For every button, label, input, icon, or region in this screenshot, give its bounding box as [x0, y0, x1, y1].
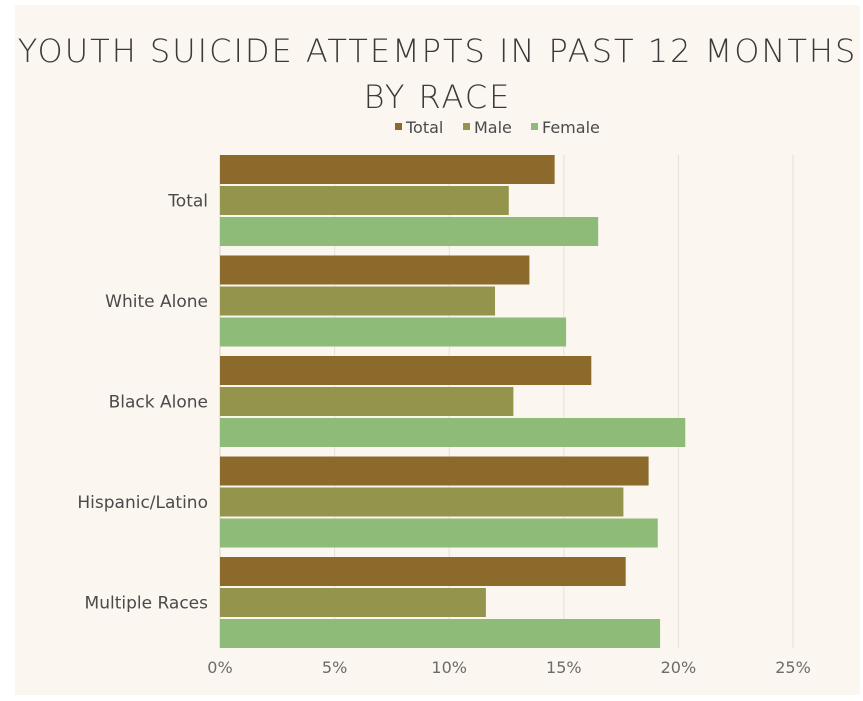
bar-male-4 [220, 588, 486, 617]
legend-label-male: Male [474, 118, 512, 137]
x-tick-label: 5% [322, 658, 347, 677]
x-tick-labels: 0% 5% 10% 15% 20% 25% [207, 658, 810, 677]
bar-total-0 [220, 155, 555, 184]
x-tick-label: 20% [661, 658, 697, 677]
bar-male-3 [220, 487, 624, 517]
x-tick-label: 0% [207, 658, 232, 677]
bar-total-1 [220, 255, 530, 285]
bar-female-4 [220, 619, 661, 648]
category-labels: Total White Alone Black Alone Hispanic/Lati… [77, 192, 208, 614]
x-tick-label: 25% [775, 658, 811, 677]
legend-swatch-male [463, 123, 470, 130]
bar-male-1 [220, 286, 496, 316]
bar-total-4 [220, 557, 626, 586]
bar-male-2 [220, 387, 514, 416]
bar-total-2 [220, 356, 592, 385]
bar-female-0 [220, 217, 599, 246]
bar-female-2 [220, 418, 686, 447]
x-tick-label: 10% [431, 658, 467, 677]
category-label: Total [167, 192, 208, 212]
x-tick-label: 15% [546, 658, 582, 677]
legend: Total Male Female [395, 118, 600, 137]
legend-swatch-total [395, 123, 402, 130]
category-label: Black Alone [109, 393, 208, 413]
category-label: White Alone [105, 292, 208, 312]
legend-label-total: Total [405, 118, 443, 137]
category-label: Multiple Races [85, 594, 209, 614]
bar-female-3 [220, 518, 658, 548]
chart-title: YOUTH SUICIDE ATTEMPTS IN PAST 12 MONTHS… [17, 32, 858, 116]
bar-total-3 [220, 456, 649, 486]
bar-female-1 [220, 317, 567, 347]
legend-swatch-female [531, 123, 538, 130]
bar-male-0 [220, 186, 509, 215]
legend-label-female: Female [542, 118, 600, 137]
category-label: Hispanic/Latino [77, 493, 208, 513]
bar-series [220, 155, 686, 648]
